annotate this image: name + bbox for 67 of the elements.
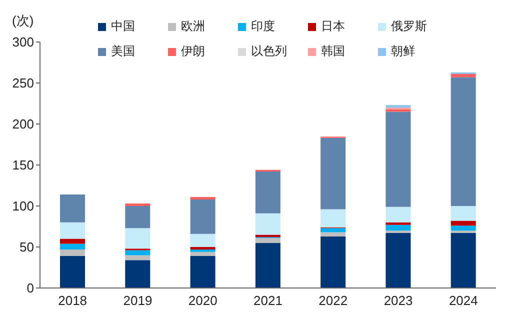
legend-label: 中国: [111, 18, 135, 35]
bar: [386, 222, 411, 225]
bar: [320, 138, 346, 210]
bar: [125, 206, 150, 228]
bar: [190, 234, 216, 247]
bar: [60, 222, 85, 239]
bar: [450, 233, 476, 288]
bar: [255, 234, 280, 238]
x-tick-label: 2022: [318, 293, 348, 308]
bar: [386, 206, 411, 222]
y-tick-label: 250: [12, 76, 34, 91]
bar: [60, 256, 85, 288]
legend-label: 伊朗: [181, 43, 205, 60]
bar: [190, 249, 216, 252]
y-tick-label: 200: [12, 116, 34, 132]
x-tick-label: 2024: [448, 293, 478, 308]
bar: [125, 228, 150, 249]
bar: [125, 255, 150, 260]
bar: [255, 213, 280, 235]
bar: [60, 238, 85, 244]
bar: [320, 228, 346, 232]
bar: [190, 252, 216, 256]
bar: [386, 112, 411, 207]
x-tick-label: 2018: [58, 293, 88, 308]
x-tick-label: 2020: [188, 293, 218, 308]
y-tick-label: 100: [12, 198, 34, 214]
bar: [450, 226, 476, 231]
y-axis-title: (次): [12, 12, 34, 30]
y-tick-label: 300: [12, 34, 34, 50]
bar: [190, 256, 216, 288]
bar: [386, 109, 411, 112]
legend-label: 日本: [321, 18, 345, 35]
bar: [450, 74, 476, 78]
bar: [60, 249, 85, 256]
bar: [125, 260, 150, 288]
legend-label: 印度: [251, 18, 275, 35]
bar: [190, 199, 216, 234]
bar: [386, 233, 411, 288]
legend-label: 朝鲜: [391, 43, 415, 60]
y-tick-label: 0: [26, 280, 34, 296]
bar: [386, 224, 411, 231]
bar: [190, 196, 216, 200]
bar: [255, 238, 280, 243]
x-tick-label: 2019: [123, 293, 152, 308]
y-tick-label: 50: [20, 240, 34, 255]
bar: [450, 220, 476, 226]
bar: [450, 230, 476, 234]
y-tick-label: 150: [12, 158, 34, 173]
bar: [450, 77, 476, 206]
legend-label: 韩国: [321, 43, 345, 60]
x-tick-label: 2021: [254, 293, 282, 308]
legend-label: 以色列: [251, 43, 287, 60]
legend-label: 欧洲: [181, 18, 205, 35]
bar: [125, 250, 150, 256]
bar: [255, 242, 280, 288]
bar: [255, 172, 280, 214]
bar: [386, 105, 411, 108]
legend-label: 美国: [111, 43, 135, 60]
x-tick-label: 2023: [384, 293, 413, 308]
legend-label: 俄罗斯: [391, 18, 427, 35]
bar: [320, 232, 346, 236]
bar: [386, 230, 411, 234]
bar: [320, 236, 346, 288]
bar: [450, 206, 476, 221]
bar: [60, 244, 85, 250]
bar: [60, 194, 85, 222]
bar: [320, 209, 346, 228]
